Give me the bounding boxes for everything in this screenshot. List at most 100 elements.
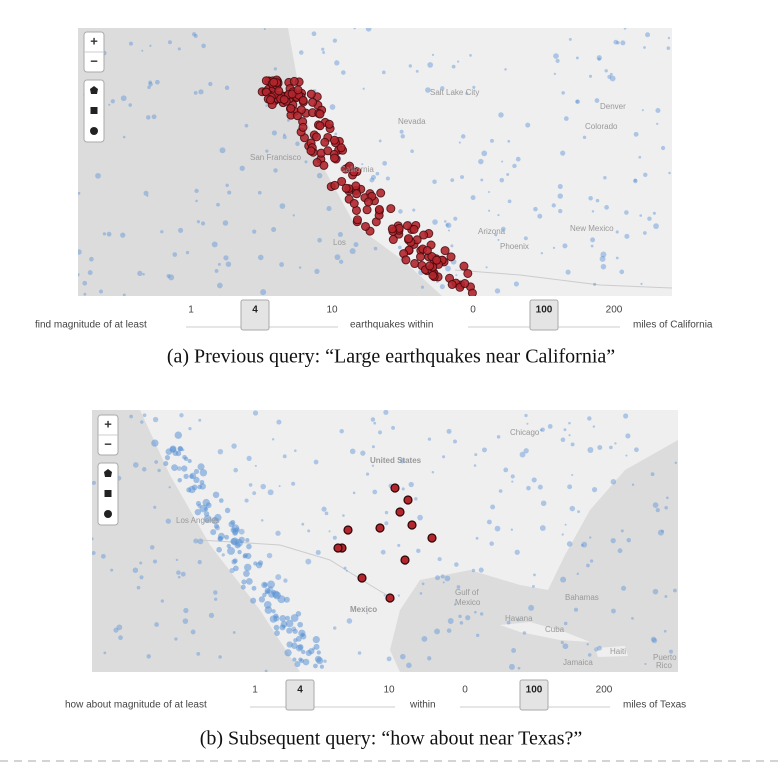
quake-dot [227,547,235,555]
slider-thumb[interactable] [529,299,559,331]
quake-dot [82,280,88,286]
quake-dot [519,451,526,458]
zoom-out[interactable]: − [90,53,98,68]
quake-dot [414,497,418,501]
large-quake [440,246,450,256]
quake-dot [224,534,229,540]
earthquakes [92,410,678,672]
quake-dot [186,487,192,493]
quake-dot [522,631,527,635]
quake-dot [120,232,126,238]
quake-dot [453,603,457,606]
quake-dot [352,491,356,495]
quake-dot [417,514,423,521]
quake-dot [650,472,655,477]
quake-dot [155,79,160,85]
quake-dot [563,428,567,432]
zoom-out[interactable]: − [104,436,112,451]
large-quake [333,543,343,553]
large-quake [329,153,339,163]
quake-dot [287,118,290,122]
quake-dot [232,631,236,634]
quake-dot [224,85,230,91]
quake-dot [353,28,356,30]
large-quake [404,234,414,244]
quake-dot [501,160,504,163]
large-quake [401,255,411,265]
quake-dot [568,421,571,425]
quake-dot [253,561,258,566]
quake-dot [201,221,206,226]
quake-dot [533,573,536,577]
quake-dot [616,40,620,45]
quake-dot [560,640,564,645]
circle-tool[interactable] [90,127,98,135]
slider-thumb[interactable] [519,679,549,711]
quake-dot [254,464,257,467]
map-label: Los [333,238,346,247]
quake-dot [223,255,229,261]
quake-dot [510,474,515,479]
quake-dot [361,163,364,166]
polygon-tool[interactable] [104,469,112,477]
quake-dot [447,618,454,624]
quake-dot [565,269,571,275]
quake-dot [604,205,609,210]
quake-dot [301,522,305,526]
map-label: Bahamas [565,593,599,602]
map-label: Mexico [455,598,481,607]
zoom-in[interactable]: + [90,33,98,48]
quake-dot [168,40,172,45]
map-label: New Mexico [570,224,614,233]
quake-dot [587,653,592,657]
quake-dot [515,156,521,162]
rectangle-tool[interactable] [104,490,112,497]
quake-dot [279,614,287,622]
quake-dot [540,428,543,432]
quake-dot [445,222,452,229]
polygon-tool[interactable] [90,86,98,94]
large-quake [286,103,296,113]
quake-dot [523,448,529,454]
quake-dot [590,244,594,248]
quake-dot [597,645,602,651]
slider-thumb[interactable] [285,679,315,711]
quake-dot [643,172,648,177]
rectangle-tool[interactable] [90,107,98,114]
quake-dot [122,293,126,296]
quake-dot [312,636,320,644]
slider-min: 1 [188,305,194,316]
large-quake [410,259,420,269]
quake-dot [257,190,262,195]
large-quake [390,483,400,493]
quake-dot [653,223,659,230]
quake-dot [233,565,239,572]
large-quake [407,520,417,530]
large-quake [336,143,346,153]
quake-dot [626,537,632,543]
quake-dot [197,538,204,545]
quake-dot [440,86,445,91]
quake-dot [401,487,405,491]
quake-dot [421,582,425,586]
quake-dot [498,489,503,493]
quake-dot [304,160,308,164]
quake-dot [647,216,652,221]
large-quake [400,555,410,565]
circle-tool[interactable] [104,510,112,518]
query-text: miles of Texas [623,700,686,711]
quake-dot [526,485,531,491]
zoom-in[interactable]: + [104,416,112,431]
quake-dot [168,274,175,281]
quake-dot [217,262,221,266]
large-quake [463,268,473,278]
quake-dot [285,619,294,628]
quake-dot [561,91,565,95]
quake-dot [110,99,115,104]
quake-dot [128,103,133,107]
quake-dot [203,511,210,517]
slider-thumb[interactable] [240,299,270,331]
large-quake [360,221,370,231]
quake-dot [146,115,151,120]
